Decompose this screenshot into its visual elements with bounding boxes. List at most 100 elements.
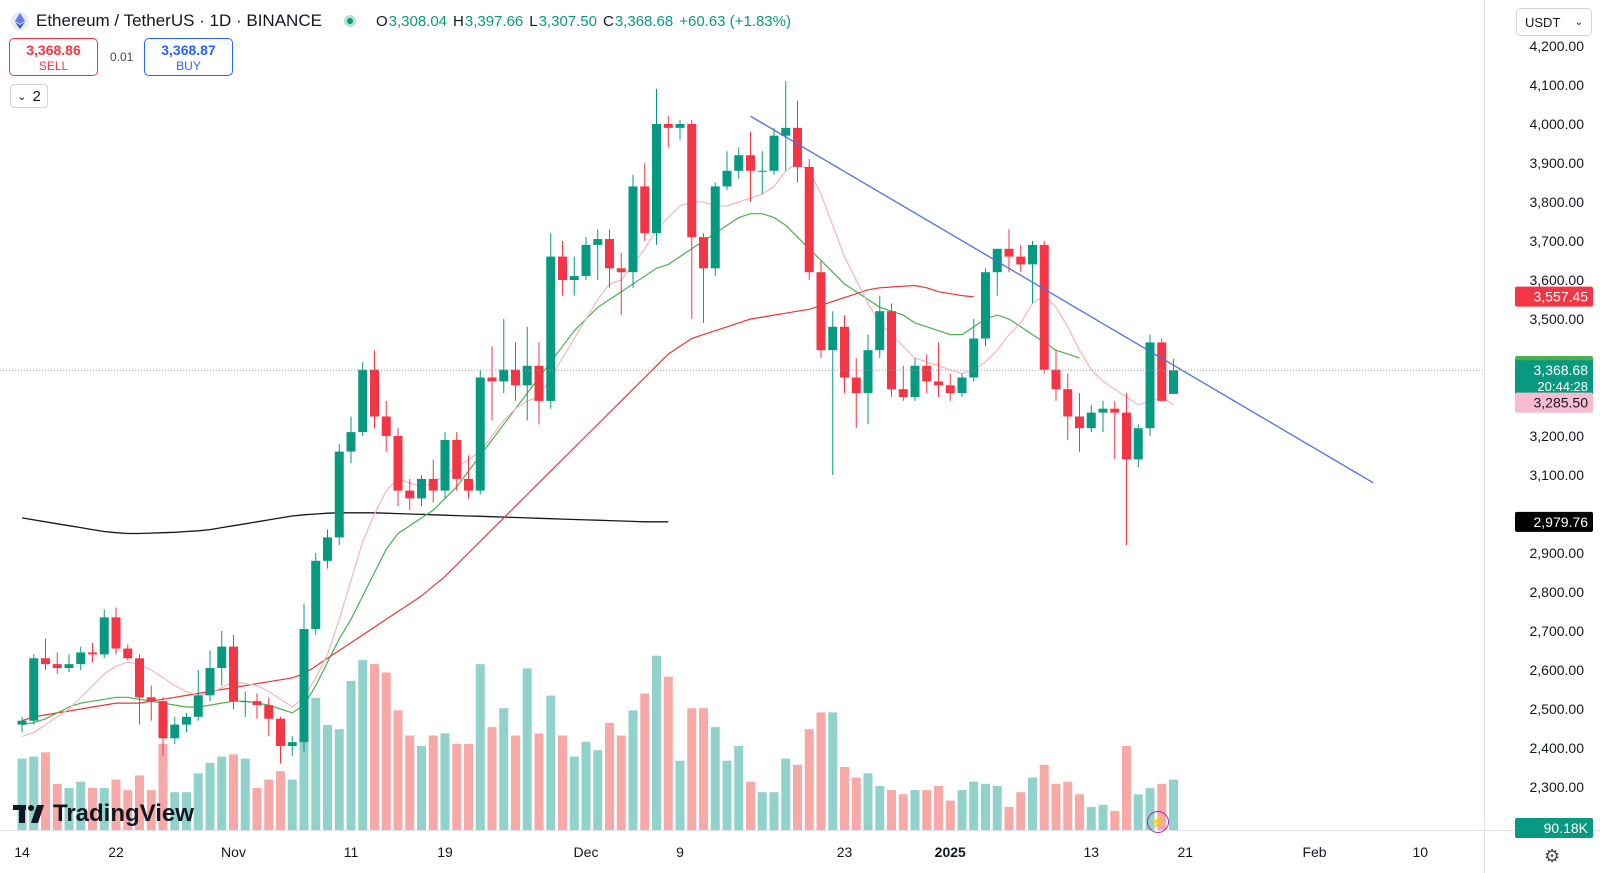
price-label: 3,557.45 — [1534, 289, 1589, 305]
volume-bar — [593, 750, 603, 830]
x-tick-label: Nov — [221, 844, 246, 860]
candle-body — [675, 124, 685, 128]
candle-body — [1075, 416, 1084, 429]
volume-bar — [734, 746, 744, 830]
candle-body — [252, 701, 262, 706]
volume-bar — [722, 760, 732, 830]
volume-bar — [29, 756, 39, 830]
currency-value: USDT — [1525, 14, 1561, 30]
candle-body — [1039, 244, 1049, 370]
gear-icon[interactable]: ⚙ — [1544, 846, 1561, 866]
candle-body — [29, 658, 39, 721]
candle-body — [76, 652, 86, 665]
volume-bar — [1016, 792, 1026, 830]
candle-body — [276, 718, 285, 747]
candle-body — [781, 127, 791, 136]
candle-body — [346, 432, 356, 452]
sell-button[interactable]: 3,368.86 SELL — [9, 38, 98, 76]
volume-bar — [99, 788, 109, 830]
sell-label: SELL — [38, 59, 69, 73]
price-label-box — [1515, 286, 1593, 307]
x-tick-label: 22 — [108, 844, 124, 860]
volume-bar — [311, 697, 321, 830]
candle-body — [957, 377, 967, 394]
volume-bar — [628, 710, 638, 830]
volume-bar — [793, 764, 802, 830]
candle-body — [64, 664, 74, 669]
x-tick-label: Dec — [574, 844, 599, 860]
candle-body — [487, 377, 497, 382]
volume-bar — [511, 735, 520, 830]
candle-body — [405, 490, 415, 499]
y-tick-label: 2,500.00 — [1530, 701, 1585, 717]
candle-body — [816, 272, 826, 351]
candle-body — [875, 311, 885, 351]
candle-body — [1157, 342, 1167, 401]
volume-bar — [17, 758, 27, 830]
volume-bar — [123, 790, 133, 830]
volume-bar — [957, 790, 967, 830]
volume-bar — [464, 743, 473, 830]
candle-body — [440, 439, 450, 491]
price-label-box — [1515, 392, 1593, 413]
ohlc-low-key: L — [529, 12, 538, 30]
candle-body — [840, 326, 849, 378]
buy-button[interactable]: 3,368.87 BUY — [144, 38, 233, 76]
y-tick-label: 2,300.00 — [1530, 779, 1585, 795]
candle-body — [969, 338, 979, 378]
ohlc-close-key: C — [602, 12, 614, 30]
candle-body — [1110, 408, 1120, 413]
indicators-toggle-button[interactable]: ⌄ 2 — [10, 84, 48, 108]
x-tick-label: 14 — [14, 844, 30, 860]
y-tick-label: 4,100.00 — [1530, 77, 1585, 93]
volume-bar — [663, 676, 673, 830]
candle-body — [381, 416, 391, 436]
candle-body — [311, 560, 321, 630]
ethereum-logo-icon — [11, 12, 29, 30]
candle-body — [793, 127, 802, 167]
symbol-title[interactable]: Ethereum / TetherUS · 1D · BINANCE — [36, 11, 322, 30]
candle-body — [851, 377, 861, 394]
candle-body — [123, 648, 133, 659]
volume-bar — [287, 779, 297, 830]
volume-bar — [381, 672, 391, 830]
trendline — [750, 115, 1374, 484]
y-tick-label: 3,500.00 — [1530, 311, 1585, 327]
candle-body — [746, 155, 755, 171]
volume-bar — [323, 725, 332, 830]
lightning-icon[interactable]: ⚡ — [1147, 811, 1169, 833]
volume-bar — [710, 727, 720, 830]
volume-bar — [934, 785, 943, 830]
candle-body — [769, 135, 779, 171]
candle-body — [992, 248, 1002, 273]
market-open-icon — [343, 15, 356, 27]
symbol-header[interactable]: Ethereum / TetherUS · 1D · BINANCE O 3,30… — [10, 8, 791, 34]
countdown-label: 20:44:28 — [1537, 379, 1588, 394]
currency-select[interactable]: USDT ⌄ — [1516, 8, 1592, 36]
volume-bar — [1098, 804, 1108, 830]
candle-body — [652, 124, 661, 234]
candle-body — [981, 272, 990, 339]
y-tick-label: 2,600.00 — [1530, 662, 1585, 678]
ohlc-high-key: H — [453, 12, 464, 30]
price-label: 3,285.50 — [1534, 395, 1589, 411]
volume-bar — [981, 783, 990, 830]
candle-body — [887, 311, 896, 390]
candle-body — [757, 170, 767, 172]
volume-bar — [252, 788, 262, 830]
candle-body — [193, 695, 203, 717]
volume-bar — [875, 785, 885, 830]
candle-body — [605, 239, 614, 269]
candle-body — [710, 186, 720, 269]
candle-body — [452, 439, 462, 479]
y-tick-label: 3,900.00 — [1530, 155, 1585, 171]
candle-body — [88, 652, 97, 655]
volume-bar — [217, 756, 227, 830]
candle-body — [417, 478, 426, 499]
candle-body — [99, 617, 109, 655]
candle-body — [910, 365, 920, 397]
tradingview-logo[interactable]: TradingView — [13, 800, 194, 828]
buy-price: 3,368.87 — [161, 42, 216, 58]
x-tick-label: 13 — [1083, 844, 1099, 860]
